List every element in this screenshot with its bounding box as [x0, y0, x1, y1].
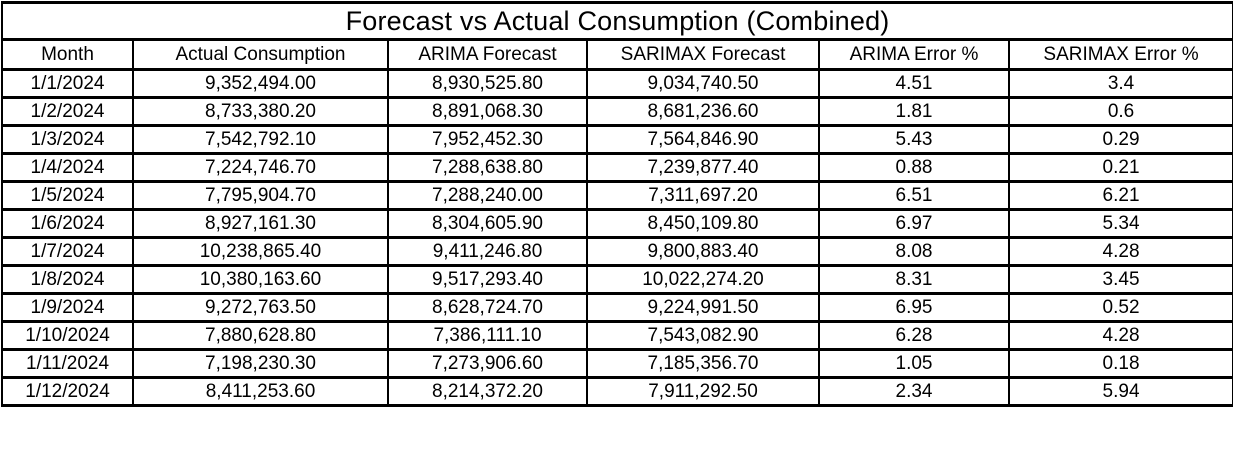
- column-header-sarimax-error: SARIMAX Error %: [1007, 38, 1233, 71]
- cell-arima-error: 6.28: [818, 320, 1010, 351]
- cell-arima-forecast: 7,273,906.60: [387, 348, 588, 379]
- cell-sarimax-error: 4.28: [1007, 320, 1233, 351]
- table-row: 1/9/2024 9,272,763.50 8,628,724.70 9,224…: [1, 292, 1233, 323]
- column-header-arima-forecast: ARIMA Forecast: [387, 38, 588, 71]
- cell-arima-forecast: 7,288,240.00: [387, 180, 588, 211]
- cell-arima-forecast: 7,386,111.10: [387, 320, 588, 351]
- cell-sarimax-forecast: 10,022,274.20: [586, 264, 820, 295]
- cell-arima-error: 0.88: [818, 152, 1010, 183]
- cell-sarimax-forecast: 9,224,991.50: [586, 292, 820, 323]
- table-title-row: Forecast vs Actual Consumption (Combined…: [0, 1, 1233, 41]
- cell-sarimax-error: 6.21: [1007, 180, 1233, 211]
- cell-arima-forecast: 8,628,724.70: [387, 292, 588, 323]
- cell-arima-error: 5.43: [818, 124, 1010, 155]
- cell-month: 1/12/2024: [1, 376, 134, 407]
- cell-sarimax-error: 3.45: [1007, 264, 1233, 295]
- cell-sarimax-forecast: 9,034,740.50: [586, 68, 820, 99]
- cell-actual-consumption: 10,238,865.40: [132, 236, 389, 267]
- cell-arima-forecast: 8,304,605.90: [387, 208, 588, 239]
- cell-month: 1/11/2024: [1, 348, 134, 379]
- table-row: 1/7/2024 10,238,865.40 9,411,246.80 9,80…: [1, 236, 1233, 267]
- cell-arima-error: 6.51: [818, 180, 1010, 211]
- cell-actual-consumption: 8,411,253.60: [132, 376, 389, 407]
- forecast-table-container: Forecast vs Actual Consumption (Combined…: [0, 1, 1233, 407]
- cell-month: 1/5/2024: [1, 180, 134, 211]
- cell-sarimax-error: 4.28: [1007, 236, 1233, 267]
- table-row: 1/12/2024 8,411,253.60 8,214,372.20 7,91…: [1, 376, 1233, 407]
- cell-actual-consumption: 9,352,494.00: [132, 68, 389, 99]
- column-header-sarimax-forecast: SARIMAX Forecast: [586, 38, 820, 71]
- cell-actual-consumption: 9,272,763.50: [132, 292, 389, 323]
- cell-sarimax-forecast: 9,800,883.40: [586, 236, 820, 267]
- cell-sarimax-error: 5.34: [1007, 208, 1233, 239]
- cell-actual-consumption: 10,380,163.60: [132, 264, 389, 295]
- table-row: 1/2/2024 8,733,380.20 8,891,068.30 8,681…: [1, 96, 1233, 127]
- cell-arima-error: 4.51: [818, 68, 1010, 99]
- column-header-arima-error: ARIMA Error %: [818, 38, 1010, 71]
- cell-sarimax-error: 5.94: [1007, 376, 1233, 407]
- cell-arima-forecast: 9,517,293.40: [387, 264, 588, 295]
- cell-arima-error: 6.97: [818, 208, 1010, 239]
- column-header-month: Month: [1, 38, 134, 71]
- cell-arima-forecast: 8,214,372.20: [387, 376, 588, 407]
- cell-arima-error: 1.05: [818, 348, 1010, 379]
- cell-arima-error: 6.95: [818, 292, 1010, 323]
- cell-sarimax-error: 0.18: [1007, 348, 1233, 379]
- cell-actual-consumption: 8,927,161.30: [132, 208, 389, 239]
- cell-arima-forecast: 9,411,246.80: [387, 236, 588, 267]
- cell-arima-forecast: 8,930,525.80: [387, 68, 588, 99]
- cell-month: 1/8/2024: [1, 264, 134, 295]
- table-header-row: Month Actual Consumption ARIMA Forecast …: [1, 38, 1233, 71]
- cell-month: 1/7/2024: [1, 236, 134, 267]
- cell-sarimax-forecast: 8,681,236.60: [586, 96, 820, 127]
- cell-arima-forecast: 7,288,638.80: [387, 152, 588, 183]
- cell-actual-consumption: 7,880,628.80: [132, 320, 389, 351]
- column-header-actual-consumption: Actual Consumption: [132, 38, 389, 71]
- cell-month: 1/1/2024: [1, 68, 134, 99]
- cell-arima-error: 1.81: [818, 96, 1010, 127]
- cell-actual-consumption: 7,224,746.70: [132, 152, 389, 183]
- cell-arima-error: 8.31: [818, 264, 1010, 295]
- table-row: 1/11/2024 7,198,230.30 7,273,906.60 7,18…: [1, 348, 1233, 379]
- table-row: 1/1/2024 9,352,494.00 8,930,525.80 9,034…: [1, 68, 1233, 99]
- table-title: Forecast vs Actual Consumption (Combined…: [0, 1, 1233, 41]
- cell-sarimax-forecast: 7,543,082.90: [586, 320, 820, 351]
- cell-month: 1/4/2024: [1, 152, 134, 183]
- cell-month: 1/10/2024: [1, 320, 134, 351]
- cell-sarimax-forecast: 8,450,109.80: [586, 208, 820, 239]
- cell-month: 1/3/2024: [1, 124, 134, 155]
- cell-arima-error: 2.34: [818, 376, 1010, 407]
- cell-sarimax-error: 3.4: [1007, 68, 1233, 99]
- cell-sarimax-forecast: 7,911,292.50: [586, 376, 820, 407]
- cell-month: 1/9/2024: [1, 292, 134, 323]
- cell-month: 1/6/2024: [1, 208, 134, 239]
- cell-arima-forecast: 8,891,068.30: [387, 96, 588, 127]
- table-row: 1/6/2024 8,927,161.30 8,304,605.90 8,450…: [1, 208, 1233, 239]
- cell-sarimax-error: 0.6: [1007, 96, 1233, 127]
- cell-sarimax-forecast: 7,311,697.20: [586, 180, 820, 211]
- cell-actual-consumption: 7,795,904.70: [132, 180, 389, 211]
- table-row: 1/8/2024 10,380,163.60 9,517,293.40 10,0…: [1, 264, 1233, 295]
- cell-arima-forecast: 7,952,452.30: [387, 124, 588, 155]
- cell-sarimax-forecast: 7,185,356.70: [586, 348, 820, 379]
- cell-actual-consumption: 8,733,380.20: [132, 96, 389, 127]
- table-row: 1/5/2024 7,795,904.70 7,288,240.00 7,311…: [1, 180, 1233, 211]
- cell-sarimax-forecast: 7,564,846.90: [586, 124, 820, 155]
- table-row: 1/4/2024 7,224,746.70 7,288,638.80 7,239…: [1, 152, 1233, 183]
- cell-sarimax-error: 0.52: [1007, 292, 1233, 323]
- cell-actual-consumption: 7,198,230.30: [132, 348, 389, 379]
- cell-sarimax-error: 0.21: [1007, 152, 1233, 183]
- cell-sarimax-forecast: 7,239,877.40: [586, 152, 820, 183]
- cell-sarimax-error: 0.29: [1007, 124, 1233, 155]
- table-row: 1/10/2024 7,880,628.80 7,386,111.10 7,54…: [1, 320, 1233, 351]
- cell-arima-error: 8.08: [818, 236, 1010, 267]
- cell-month: 1/2/2024: [1, 96, 134, 127]
- forecast-vs-actual-table: Forecast vs Actual Consumption (Combined…: [0, 1, 1233, 407]
- cell-actual-consumption: 7,542,792.10: [132, 124, 389, 155]
- table-row: 1/3/2024 7,542,792.10 7,952,452.30 7,564…: [1, 124, 1233, 155]
